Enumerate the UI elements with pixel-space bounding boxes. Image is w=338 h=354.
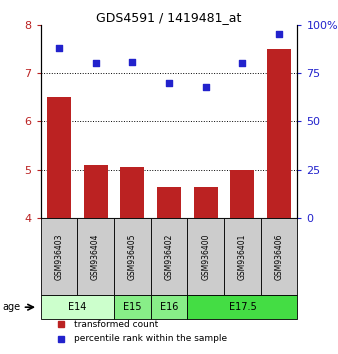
Bar <box>151 218 187 295</box>
Bar <box>47 97 71 218</box>
Text: E14: E14 <box>68 302 87 312</box>
Bar <box>114 218 151 295</box>
Text: GSM936400: GSM936400 <box>201 234 210 280</box>
Point <box>56 45 62 51</box>
Bar <box>84 165 107 218</box>
Point <box>166 80 172 86</box>
Text: E15: E15 <box>123 302 142 312</box>
Text: GSM936403: GSM936403 <box>54 234 64 280</box>
Bar <box>187 218 224 295</box>
Bar <box>120 167 144 218</box>
Point <box>240 61 245 66</box>
Bar <box>267 49 291 218</box>
Text: age: age <box>2 302 20 312</box>
Point <box>93 61 98 66</box>
Bar <box>187 295 297 319</box>
Bar <box>261 218 297 295</box>
Text: percentile rank within the sample: percentile rank within the sample <box>74 334 227 343</box>
Point <box>276 32 282 37</box>
Text: GSM936401: GSM936401 <box>238 234 247 280</box>
Text: transformed count: transformed count <box>74 320 158 329</box>
Bar <box>224 218 261 295</box>
Bar <box>41 218 77 295</box>
Text: GSM936404: GSM936404 <box>91 234 100 280</box>
Text: E17.5: E17.5 <box>228 302 256 312</box>
Bar <box>194 187 218 218</box>
Bar <box>114 295 151 319</box>
Bar <box>77 218 114 295</box>
Bar <box>157 187 181 218</box>
Text: GSM936406: GSM936406 <box>274 234 284 280</box>
Text: GSM936402: GSM936402 <box>165 234 173 280</box>
Title: GDS4591 / 1419481_at: GDS4591 / 1419481_at <box>96 11 242 24</box>
Bar <box>41 295 114 319</box>
Text: E16: E16 <box>160 302 178 312</box>
Text: GSM936405: GSM936405 <box>128 234 137 280</box>
Bar <box>151 295 187 319</box>
Bar <box>231 170 254 218</box>
Point <box>129 59 135 64</box>
Point <box>203 84 209 90</box>
